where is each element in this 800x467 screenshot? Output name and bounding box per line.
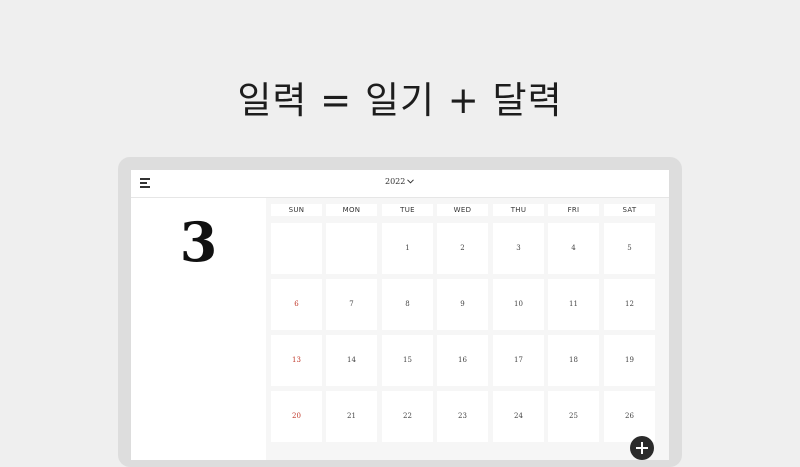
hamburger-menu-icon[interactable]: [140, 178, 150, 188]
day-cell-25[interactable]: 25: [548, 391, 599, 442]
year-label: 2022: [385, 177, 406, 186]
month-panel: 3: [131, 198, 266, 460]
weekday-header-sat: SAT: [604, 204, 655, 216]
day-cell-15[interactable]: 15: [382, 335, 433, 386]
day-cell-17[interactable]: 17: [493, 335, 544, 386]
top-bar: 2022: [131, 170, 669, 198]
year-selector[interactable]: 2022: [385, 177, 415, 186]
app-screen: 2022 3 SUN MON TUE WED THU FRI SAT 1 2 3 4 5 6 7 8 9 10 1…: [131, 170, 669, 460]
day-cell-11[interactable]: 11: [548, 279, 599, 330]
day-cell-10[interactable]: 10: [493, 279, 544, 330]
add-entry-button[interactable]: [630, 436, 654, 460]
day-cell-3[interactable]: 3: [493, 223, 544, 274]
day-cell-12[interactable]: 12: [604, 279, 655, 330]
month-number: 3: [179, 210, 218, 274]
calendar-grid: SUN MON TUE WED THU FRI SAT 1 2 3 4 5 6 7 8 9 10 11 12 13 14…: [266, 198, 669, 460]
empty-day-cell: [271, 223, 322, 274]
headline: 일력 = 일기 + 달력: [237, 79, 563, 122]
weekday-header-wed: WED: [437, 204, 488, 216]
weekday-header-mon: MON: [326, 204, 377, 216]
empty-day-cell: [326, 223, 377, 274]
day-cell-5[interactable]: 5: [604, 223, 655, 274]
day-cell-8[interactable]: 8: [382, 279, 433, 330]
day-cell-4[interactable]: 4: [548, 223, 599, 274]
weekday-header-tue: TUE: [382, 204, 433, 216]
day-cell-13[interactable]: 13: [271, 335, 322, 386]
day-cell-21[interactable]: 21: [326, 391, 377, 442]
day-cell-22[interactable]: 22: [382, 391, 433, 442]
day-cell-7[interactable]: 7: [326, 279, 377, 330]
day-cell-9[interactable]: 9: [437, 279, 488, 330]
day-cell-1[interactable]: 1: [382, 223, 433, 274]
weekday-header-thu: THU: [493, 204, 544, 216]
day-cell-16[interactable]: 16: [437, 335, 488, 386]
day-cell-6[interactable]: 6: [271, 279, 322, 330]
day-cell-20[interactable]: 20: [271, 391, 322, 442]
day-cell-18[interactable]: 18: [548, 335, 599, 386]
day-cell-23[interactable]: 23: [437, 391, 488, 442]
weekday-header-fri: FRI: [548, 204, 599, 216]
day-cell-19[interactable]: 19: [604, 335, 655, 386]
day-cell-14[interactable]: 14: [326, 335, 377, 386]
day-cell-2[interactable]: 2: [437, 223, 488, 274]
chevron-down-icon: [407, 179, 415, 184]
weekday-header-sun: SUN: [271, 204, 322, 216]
day-cell-26[interactable]: 26: [604, 391, 655, 442]
day-cell-24[interactable]: 24: [493, 391, 544, 442]
